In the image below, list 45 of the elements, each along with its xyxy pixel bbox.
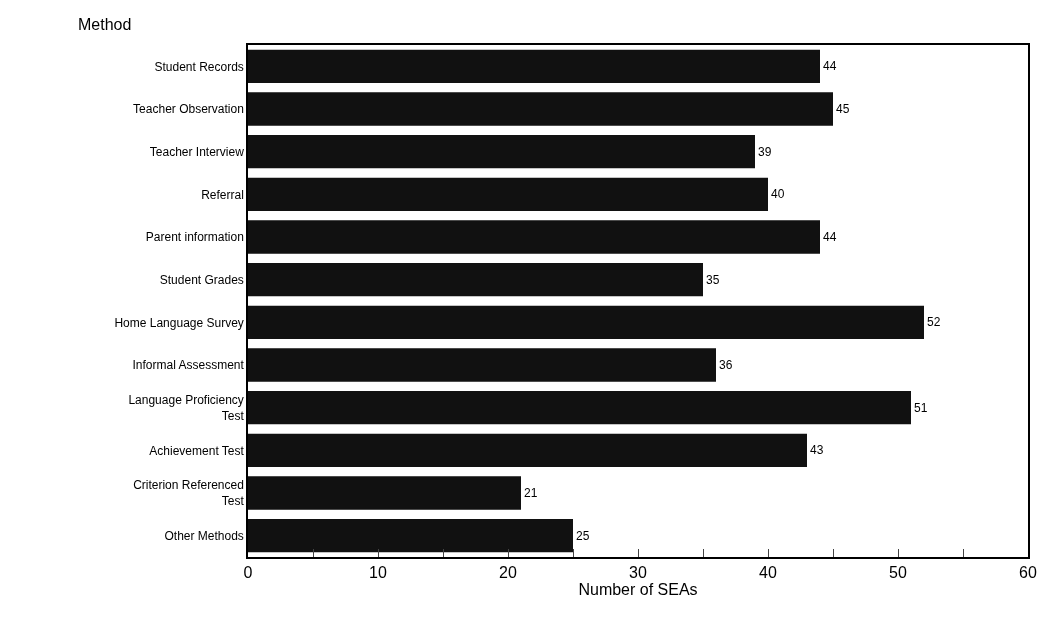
bar (248, 305, 924, 339)
data-label: 21 (524, 486, 538, 500)
y-axis-title: Method (78, 16, 132, 33)
y-tick-label: Student Records (154, 59, 244, 74)
bar (248, 348, 716, 382)
bar (248, 49, 820, 83)
data-label: 44 (823, 59, 837, 74)
y-tick-label: Informal Assessment (132, 358, 245, 373)
bar (248, 433, 807, 467)
data-label: 45 (836, 102, 850, 116)
y-tick-label: Teacher Observation (133, 102, 244, 117)
data-label: 43 (810, 443, 824, 458)
y-tick-label: Teacher Interview (149, 144, 245, 159)
bar (248, 519, 573, 553)
bar (248, 220, 820, 254)
bar (248, 263, 703, 297)
data-label: 40 (771, 187, 785, 202)
x-tick-label: 30 (629, 563, 647, 581)
bar (248, 92, 833, 126)
y-tick-label: Criterion Referenced Test (133, 478, 245, 508)
bar (248, 476, 521, 510)
bar (248, 135, 755, 169)
data-label: 44 (823, 230, 837, 244)
y-tick-label: Other Methods (164, 528, 244, 543)
x-tick-label: 0 (243, 563, 253, 581)
y-tick-label: Language Proficiency Test (128, 393, 245, 423)
bar (248, 177, 768, 211)
x-tick-label: 60 (1019, 563, 1037, 581)
y-tick-label: Student Grades (159, 272, 244, 287)
y-tick-label: Parent information (145, 230, 244, 245)
x-tick-label: 50 (889, 563, 907, 581)
y-tick-label: Achievement Test (149, 443, 245, 458)
y-tick-label: Referral (201, 187, 244, 202)
bar (248, 391, 911, 425)
data-label: 25 (576, 528, 590, 543)
x-tick-label: 40 (759, 563, 777, 581)
x-tick-label: 10 (369, 563, 387, 581)
data-label: 39 (758, 144, 772, 159)
y-tick-label: Home Language Survey (114, 315, 244, 330)
data-label: 35 (706, 272, 720, 287)
data-label: 36 (719, 358, 733, 372)
x-tick-label: 20 (499, 563, 517, 581)
x-axis-title: Number of SEAs (578, 581, 698, 599)
data-label: 52 (927, 315, 941, 330)
data-label: 51 (914, 400, 928, 415)
